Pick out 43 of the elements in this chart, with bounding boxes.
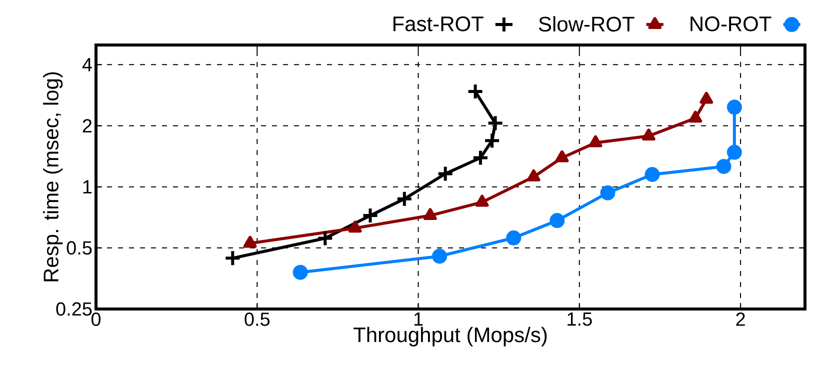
x-tick-label: 0 xyxy=(91,312,101,326)
point xyxy=(486,114,504,132)
point xyxy=(424,208,437,220)
point xyxy=(506,230,522,246)
point xyxy=(484,132,501,150)
y-tick-label: 0.25 xyxy=(56,302,92,316)
point xyxy=(348,220,362,233)
y-tick-label: 2 xyxy=(82,119,92,132)
legend-label: Fast-ROT xyxy=(393,16,484,32)
point xyxy=(475,194,489,207)
point xyxy=(642,128,656,141)
point xyxy=(716,158,732,174)
point xyxy=(555,150,569,162)
point xyxy=(588,135,602,148)
point xyxy=(292,264,308,280)
y-axis-title: Resp. time (msec, log) xyxy=(43,72,63,282)
x-axis-title: Throughput (Mops/s) xyxy=(354,326,547,346)
y-tick-label: 1 xyxy=(83,180,92,194)
point xyxy=(396,190,413,208)
point xyxy=(526,169,540,182)
point xyxy=(432,248,448,264)
point xyxy=(466,82,484,100)
point xyxy=(550,213,565,228)
point xyxy=(362,207,379,224)
x-tick-label: 1 xyxy=(414,312,423,326)
legend-label: NO-ROT xyxy=(690,16,772,32)
point xyxy=(224,250,242,267)
y-tick-label: 0.5 xyxy=(66,241,92,255)
point xyxy=(472,149,489,166)
point xyxy=(726,100,742,115)
point xyxy=(436,165,454,182)
x-tick-label: 1.5 xyxy=(568,312,592,326)
x-tick-label: 0.5 xyxy=(244,312,270,326)
point xyxy=(316,230,334,247)
point xyxy=(600,185,616,200)
point xyxy=(644,167,660,182)
y-tick-label: 4 xyxy=(82,58,92,72)
point xyxy=(688,110,702,123)
point xyxy=(243,236,257,248)
point xyxy=(726,144,742,160)
x-tick-label: 2 xyxy=(736,312,745,326)
point xyxy=(700,92,714,104)
legend-label: Slow-ROT xyxy=(538,16,634,32)
